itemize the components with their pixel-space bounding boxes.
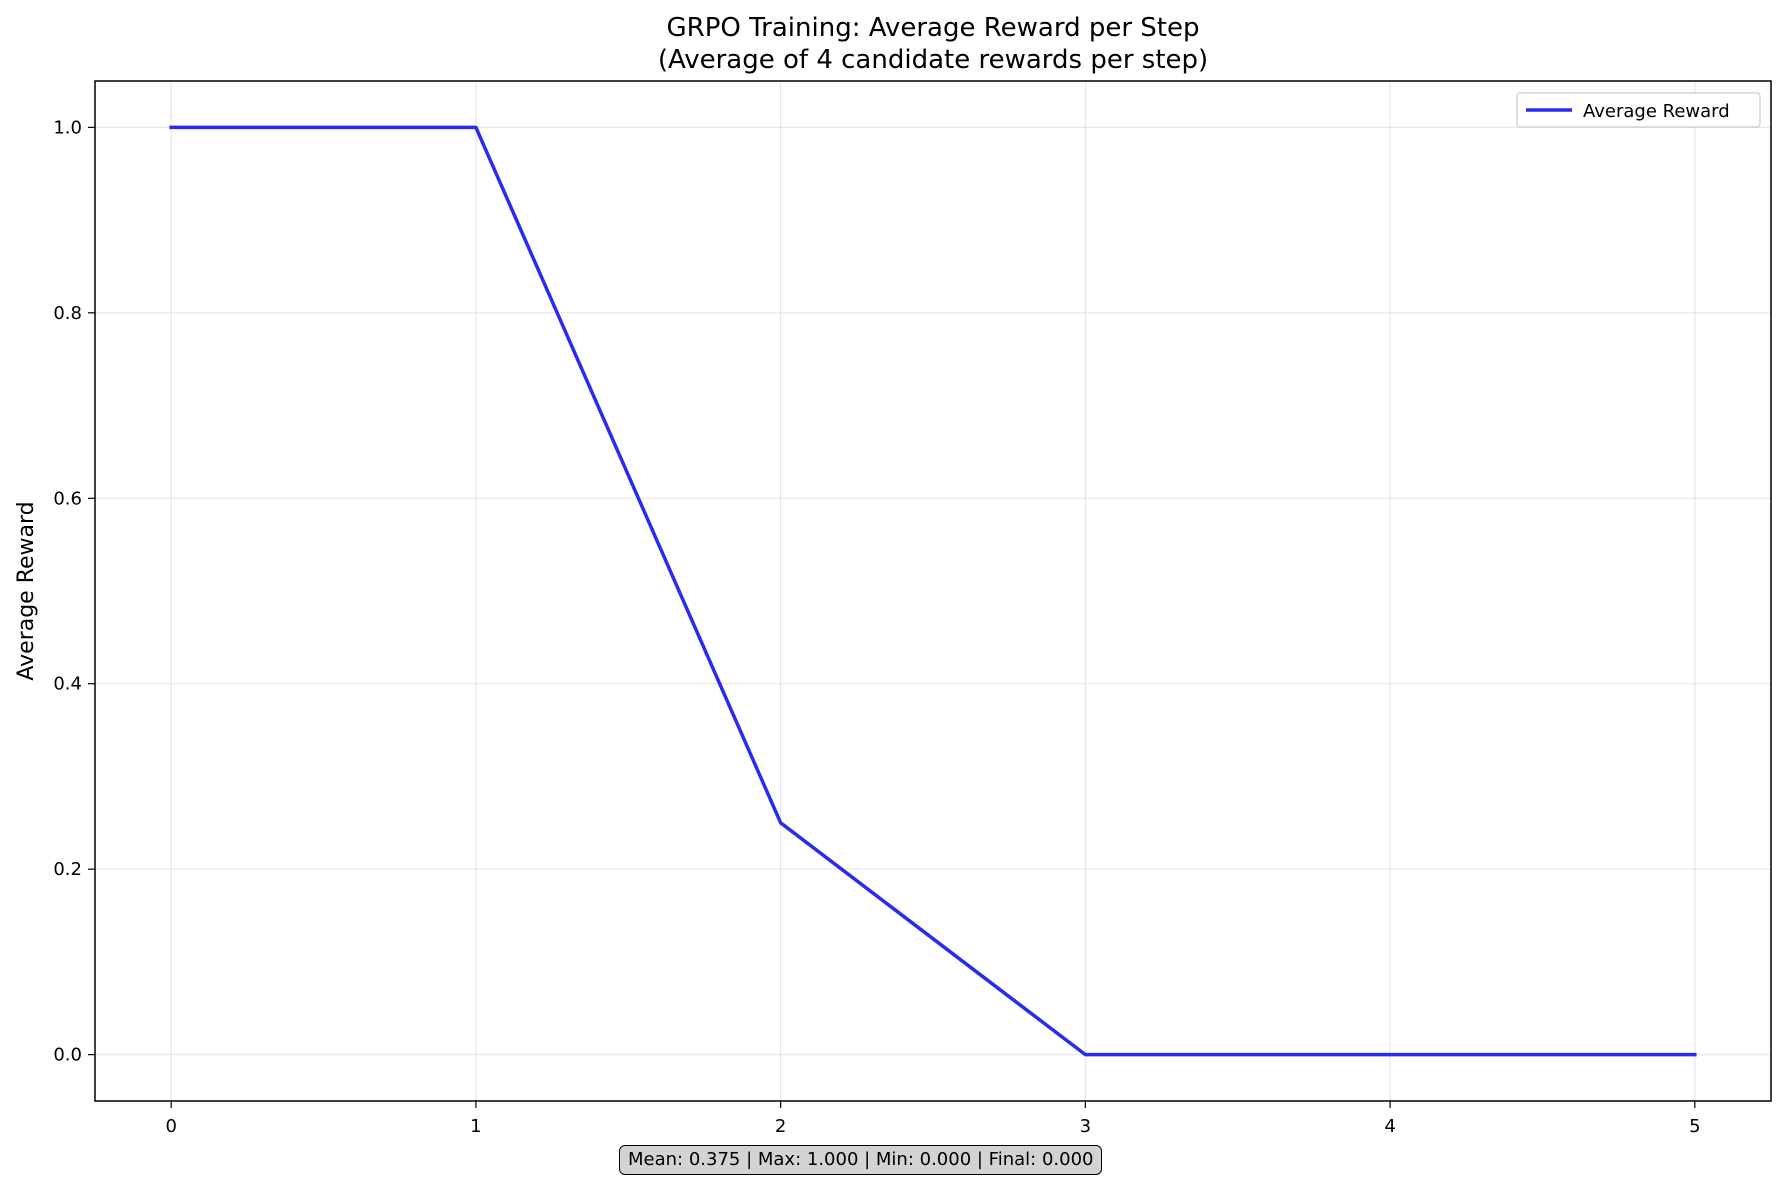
x-tick-label: 0	[165, 1116, 176, 1137]
legend-box	[1516, 92, 1761, 128]
y-tick-label: 0.4	[53, 674, 82, 695]
y-tick-label: 0.6	[53, 488, 82, 509]
series-line-average-reward	[169, 125, 1697, 1057]
legend: Average Reward	[1516, 92, 1761, 128]
x-tick-label: 3	[1080, 1116, 1091, 1137]
y-axis: 0.0 0.2 0.4 0.6 0.8 1.0	[53, 117, 95, 1066]
x-tick-label: 5	[1689, 1116, 1700, 1137]
stats-summary-box: Mean: 0.375 | Max: 1.000 | Min: 0.000 | …	[619, 1145, 1103, 1175]
x-axis: 0 1 2 3 4 5	[165, 1101, 1701, 1137]
chart-title: GRPO Training: Average Reward per Step	[666, 13, 1199, 43]
y-axis-label: Average Reward	[14, 501, 39, 680]
x-tick-label: 1	[470, 1116, 481, 1137]
plot-area-frame	[94, 80, 1772, 1102]
x-tick-label: 2	[775, 1116, 786, 1137]
y-tick-label: 1.0	[53, 117, 82, 138]
y-tick-label: 0.8	[53, 303, 82, 324]
legend-label-average-reward: Average Reward	[1583, 101, 1730, 122]
chart-subtitle: (Average of 4 candidate rewards per step…	[658, 45, 1208, 75]
y-tick-label: 0.0	[53, 1045, 82, 1066]
y-tick-label: 0.2	[53, 859, 82, 880]
series-layer	[169, 125, 1697, 1057]
grid-lines	[95, 81, 1771, 1101]
x-tick-label: 4	[1384, 1116, 1395, 1137]
